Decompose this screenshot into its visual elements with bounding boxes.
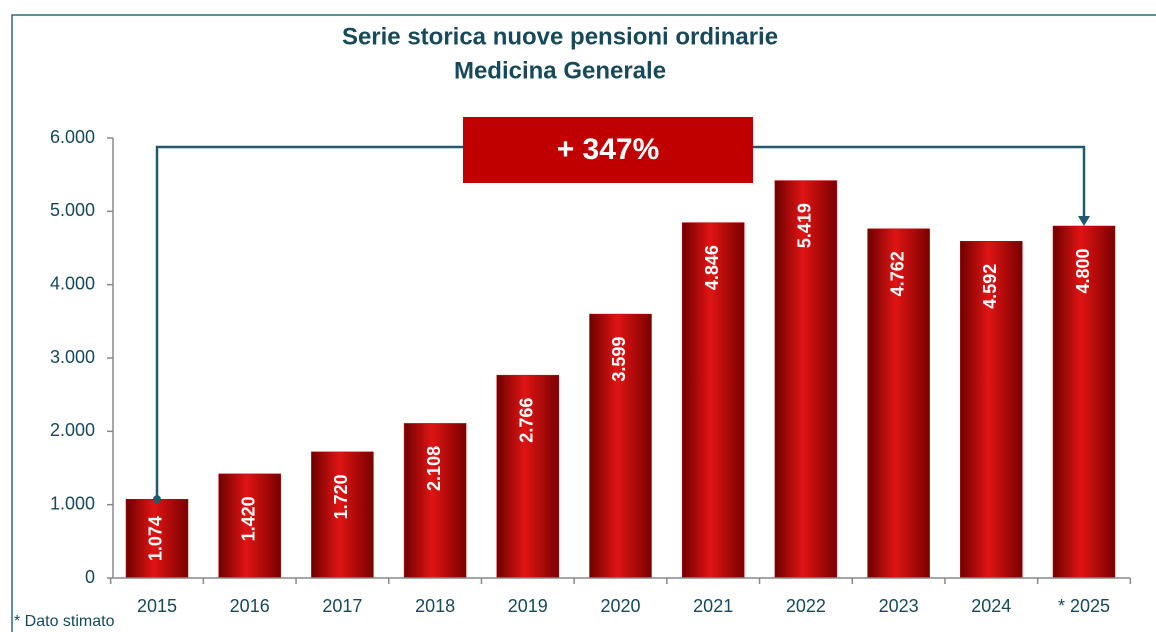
x-tick-label: 2015 bbox=[137, 596, 177, 616]
x-tick-label: 2018 bbox=[415, 596, 455, 616]
chart-subtitle: Medicina Generale bbox=[454, 57, 666, 84]
value-label: 4.762 bbox=[887, 251, 907, 296]
x-tick-label: 2017 bbox=[322, 596, 362, 616]
bracket-dot bbox=[153, 495, 161, 504]
bar bbox=[867, 228, 930, 579]
value-label: 3.599 bbox=[609, 337, 629, 382]
value-label: 2.108 bbox=[424, 446, 444, 491]
frame bbox=[11, 14, 1156, 632]
bar bbox=[960, 241, 1023, 579]
bar bbox=[774, 180, 838, 579]
value-label: 1.420 bbox=[238, 496, 258, 541]
y-tick-label: 1.000 bbox=[50, 493, 95, 513]
y-tick-label: 4.000 bbox=[50, 273, 95, 293]
bar bbox=[1052, 225, 1116, 579]
value-label: 4.592 bbox=[980, 264, 1000, 309]
bar bbox=[125, 498, 189, 579]
value-label: 4.846 bbox=[702, 245, 722, 290]
y-tick-label: 5.000 bbox=[50, 200, 95, 220]
bracket-arrow bbox=[1078, 216, 1090, 226]
x-tick-label: 2022 bbox=[786, 596, 826, 616]
y-tick-label: 3.000 bbox=[50, 347, 95, 367]
x-tick-label: 2023 bbox=[879, 596, 919, 616]
bar bbox=[589, 313, 652, 579]
y-tick-label: 2.000 bbox=[50, 420, 95, 440]
annotation-box bbox=[463, 117, 753, 183]
chart-title: Serie storica nuove pensioni ordinarie bbox=[342, 23, 778, 50]
value-label: 1.074 bbox=[146, 516, 166, 561]
value-label: 2.766 bbox=[517, 398, 537, 443]
y-tick-label: 0 bbox=[85, 567, 95, 587]
y-tick-label: 6.000 bbox=[50, 127, 95, 147]
value-label: 1.720 bbox=[331, 474, 351, 519]
x-tick-label: 2016 bbox=[230, 596, 270, 616]
annotation: + 347% bbox=[557, 133, 660, 166]
x-tick-label: 2019 bbox=[508, 596, 548, 616]
x-tick-label: 2021 bbox=[693, 596, 733, 616]
value-label: 5.419 bbox=[795, 203, 815, 248]
x-tick-label: * 2025 bbox=[1058, 596, 1110, 616]
x-tick-label: 2020 bbox=[600, 596, 640, 616]
footnote: * Dato stimato bbox=[14, 613, 115, 630]
bar bbox=[681, 222, 745, 579]
x-tick-label: 2024 bbox=[971, 596, 1011, 616]
value-label: 4.800 bbox=[1073, 248, 1093, 293]
